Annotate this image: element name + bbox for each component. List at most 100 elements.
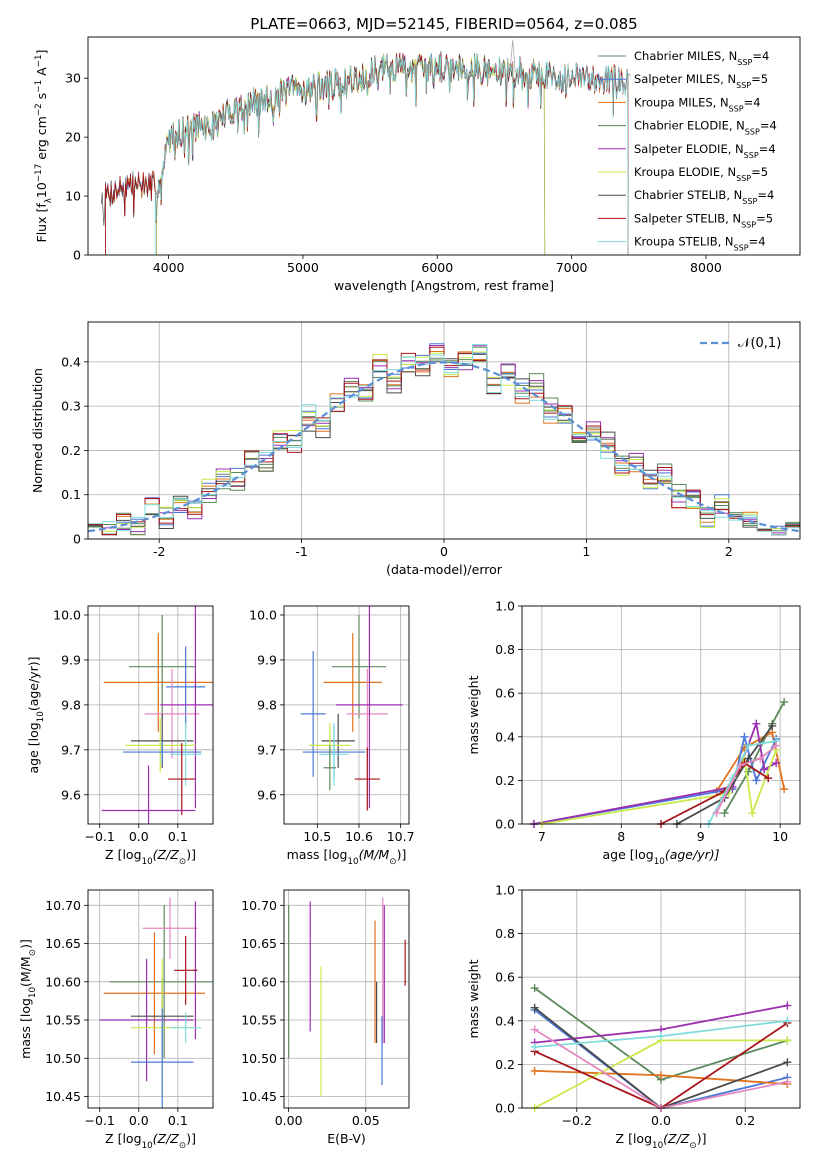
legend-label: Kroupa STELIB, NSSP=4 — [634, 235, 766, 253]
spectrum-lines — [101, 39, 631, 255]
axes-frame — [87, 889, 214, 1109]
axes-frame — [283, 605, 410, 825]
chart-spectrum: 4000 5000 6000 7000 8000 0 10 20 30 wavelength [A… — [34, 36, 801, 293]
errorbar-point — [319, 722, 349, 786]
legend-label: 𝒩(0,1) — [738, 336, 781, 351]
weight-marker — [530, 984, 539, 993]
y-tick-label: 9.8 — [61, 697, 81, 712]
y-tick-label: 10.65 — [45, 936, 81, 951]
y-tick-label: 0.6 — [495, 970, 515, 985]
y-tick-label: 10.60 — [241, 974, 277, 989]
errorbar-point — [331, 614, 387, 719]
weight-series-line — [723, 701, 785, 814]
y-tick-label: 9.9 — [257, 652, 277, 667]
y-tick-label: 9.7 — [61, 742, 81, 757]
errorbar-point — [130, 1008, 194, 1108]
y-tick-label: 1.0 — [495, 599, 515, 614]
weight-marker — [783, 1016, 792, 1025]
errorbars — [99, 897, 213, 1108]
y-tick-label: 0.8 — [495, 926, 515, 941]
x-tick-label: 1 — [582, 544, 590, 559]
x-tick-label: 8 — [617, 829, 625, 844]
y-tick-label: 0 — [73, 248, 81, 263]
x-tick-label: 7 — [538, 829, 546, 844]
legend: 𝒩(0,1) — [700, 336, 781, 351]
histogram-series — [88, 344, 800, 539]
errorbar-point — [170, 722, 202, 786]
chart-mass-vs-z: −0.1 0.0 0.1 10.45 10.50 10.55 10.60 10.65 10.70… — [18, 889, 214, 1151]
legend-label: Chabrier ELODIE, NSSP=4 — [634, 119, 777, 137]
weight-marker — [772, 758, 781, 767]
legend-label: Kroupa MILES, NSSP=4 — [634, 95, 761, 113]
legend-label: Chabrier STELIB, NSSP=4 — [634, 188, 774, 206]
chart-mass-weight-vs-age: 7 8 9 10 0.0 0.2 0.4 0.6 0.8 1.0 age [log10(age/yr… — [466, 599, 801, 867]
errorbars — [101, 606, 213, 824]
weight-marker — [768, 721, 777, 730]
weight-marker — [720, 809, 729, 818]
y-axis-label: mass weight — [466, 675, 481, 754]
legend-label: Salpeter MILES, NSSP=5 — [634, 72, 768, 90]
x-tick-label: 0.1 — [168, 1113, 188, 1128]
weight-marker — [780, 785, 789, 794]
x-axis-label: mass [log10(M/M⊙)] — [287, 847, 407, 867]
x-tick-label: −0.1 — [85, 829, 115, 844]
normal-curve — [88, 361, 800, 533]
errorbar-point — [321, 713, 355, 768]
y-tick-label: 10.70 — [45, 898, 81, 913]
x-tick-label: 0.0 — [651, 1113, 671, 1128]
errorbar-point — [103, 632, 213, 732]
weight-marker — [783, 1001, 792, 1010]
y-tick-label: 10.50 — [45, 1051, 81, 1066]
errorbar-point — [170, 1012, 202, 1043]
x-tick-label: 9 — [697, 829, 705, 844]
y-tick-label: 10.55 — [241, 1013, 277, 1028]
x-tick-label: 0.2 — [735, 1113, 755, 1128]
x-axis-label: Z [log10(Z/Z⊙)] — [105, 847, 196, 867]
x-axis-label: age [log10(age/yr)] — [602, 847, 719, 867]
y-tick-label: 9.7 — [257, 742, 277, 757]
errorbars — [300, 606, 403, 811]
weight-marker — [783, 1058, 792, 1067]
x-axis-label: wavelength [Angstrom, rest frame] — [334, 278, 554, 293]
y-tick-label: 9.6 — [61, 787, 81, 802]
y-tick-label: 0.0 — [495, 817, 515, 832]
weight-marker — [780, 697, 789, 706]
weight-marker — [530, 1025, 539, 1034]
errorbar-point — [103, 932, 206, 1055]
y-tick-label: 10.45 — [45, 1089, 81, 1104]
axes-frame — [87, 321, 801, 540]
errorbar-point — [101, 765, 196, 824]
spectrum-series-line — [154, 52, 629, 255]
x-tick-label: 6000 — [421, 260, 453, 275]
weight-lines — [529, 697, 789, 828]
errorbar-point — [125, 718, 196, 773]
chart-mass-vs-ebv: 0.00 0.05 10.45 10.50 10.55 10.60 10.65 10.70 E(… — [241, 889, 410, 1146]
errorbar-point — [354, 747, 380, 811]
weight-marker — [530, 1042, 539, 1051]
weight-marker — [752, 719, 761, 728]
y-tick-label: 10.70 — [241, 898, 277, 913]
errorbar-point — [323, 632, 382, 732]
errorbar-point — [123, 740, 202, 764]
y-tick-label: 0.4 — [495, 1013, 515, 1028]
x-tick-label: 0.05 — [352, 1113, 380, 1128]
errorbar-point — [346, 668, 389, 759]
axes-frame — [283, 889, 410, 1109]
spectrum-tail — [627, 73, 631, 77]
chart-age-vs-z: −0.1 0.0 0.1 9.6 9.7 9.8 9.9 10.0 Z [log10(Z/Z⊙)… — [26, 605, 214, 867]
axes-frame — [87, 36, 801, 256]
y-tick-label: 10.50 — [241, 1051, 277, 1066]
weight-marker — [657, 1071, 665, 1080]
y-axis-label: Flux [fλ10−17 erg cm−2 s−1 A−1] — [34, 50, 54, 243]
errorbar-point — [142, 897, 198, 959]
errorbar-point — [323, 745, 337, 791]
axes-frame — [521, 605, 801, 825]
errorbar-point — [109, 905, 213, 1059]
legend-label: Salpeter ELODIE, NSSP=4 — [634, 142, 776, 160]
x-tick-label: 4000 — [153, 260, 185, 275]
x-tick-label: 7000 — [556, 260, 588, 275]
x-tick-label: 0.0 — [129, 1113, 149, 1128]
halpha-line — [509, 39, 516, 73]
x-tick-label: 0 — [440, 544, 448, 559]
